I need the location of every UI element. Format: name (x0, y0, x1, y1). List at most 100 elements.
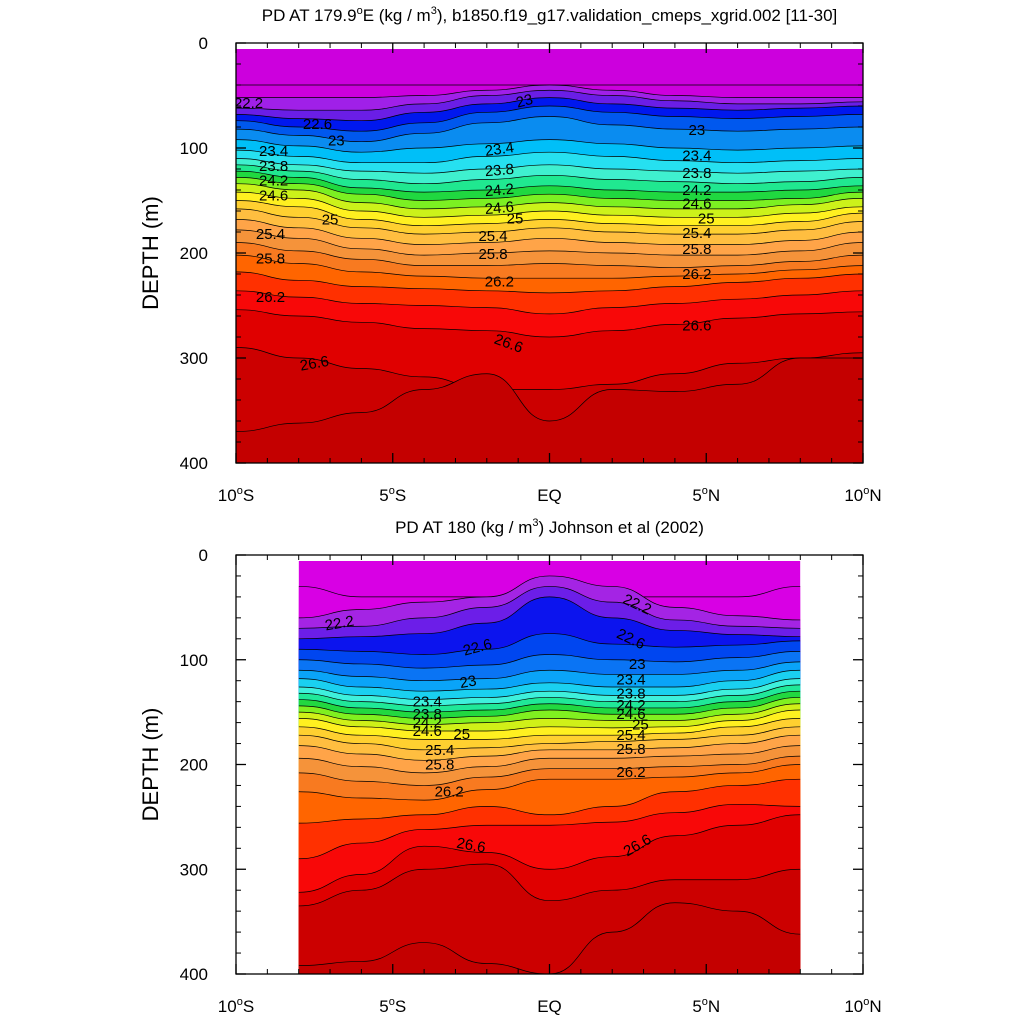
superscript-3: 3 (532, 517, 538, 529)
contour-label: 24.2 (259, 173, 288, 190)
title-part: PD AT 180 (kg / m (395, 518, 532, 537)
contour-label: 25.4 (682, 225, 711, 242)
contour-label: 25 (632, 717, 649, 734)
y-axis-label: DEPTH (m) (138, 196, 163, 310)
chart-title: PD AT 179.9oE (kg / m3), b1850.f19_g17.v… (262, 5, 838, 25)
contour-label: 24.2 (484, 181, 515, 200)
contour-line-22.3 (236, 89, 863, 111)
contour-line-23.1 (298, 661, 801, 682)
contour-label: 26.2 (682, 266, 711, 283)
contour-line-23.7 (236, 164, 863, 185)
contour-label: 26.2 (485, 273, 514, 290)
contour-line-24.3 (236, 183, 863, 210)
contour-label: 25.4 (616, 727, 645, 744)
contour-label: 25.4 (256, 226, 285, 243)
x-tick-label: 5oS (379, 485, 406, 505)
contour-line-23.9 (298, 690, 801, 713)
y-tick-label: 0 (199, 34, 208, 53)
degree-mark: o (237, 485, 243, 497)
contour-label: 25.4 (425, 742, 454, 759)
x-tick-hemisphere: S (243, 997, 254, 1016)
contour-label: 23.4 (484, 139, 515, 160)
contour-label: 24.6 (616, 706, 645, 723)
contour-line-22.7 (236, 105, 863, 132)
contour-line-22.3 (298, 586, 801, 629)
x-tick-label: 10oN (844, 485, 881, 505)
x-tick-hemisphere: S (243, 486, 254, 505)
contour-line-26.3 (298, 814, 801, 893)
x-tick-number: 5 (379, 486, 388, 505)
degree-mark: o (389, 485, 395, 497)
chart-title: PD AT 180 (kg / m3) Johnson et al (2002) (395, 517, 704, 537)
contour-label: 25.8 (616, 741, 645, 758)
degree-mark: o (702, 485, 708, 497)
contour-band-26.7 (236, 358, 863, 463)
contour-line-26.7 (236, 357, 863, 432)
contour-label: 22.2 (324, 613, 356, 635)
contour-label: 23.4 (616, 672, 645, 689)
y-tick-label: 300 (180, 860, 208, 879)
degree-mark: o (863, 996, 869, 1008)
title-part: ) Johnson et al (2002) (539, 518, 704, 537)
x-tick-hemisphere: N (869, 486, 881, 505)
contour-line-25.7 (236, 254, 863, 279)
contour-label: 25.8 (425, 757, 454, 774)
contour-label: 26.2 (616, 764, 645, 781)
contour-line-25.3 (236, 229, 863, 256)
x-tick-hemisphere: S (395, 486, 406, 505)
x-tick-label: 5oN (692, 485, 720, 505)
contour-line-23.9 (236, 170, 863, 193)
contour-label: 24.2 (682, 182, 711, 199)
degree-mark: o (357, 5, 363, 17)
contour-line-25.9 (236, 271, 863, 294)
contour-line-22.1 (298, 575, 801, 621)
x-tick-label: 10oS (218, 485, 254, 505)
panel-1: 22.222.623232323.423.824.224.62525.425.8… (138, 5, 882, 505)
contour-label: 24.6 (682, 196, 711, 213)
contour-line-22.5 (298, 596, 801, 640)
degree-mark: o (863, 485, 869, 497)
contour-label: 25 (507, 210, 524, 227)
contour-line-26.3 (236, 309, 863, 338)
x-tick-number: 10 (844, 997, 863, 1016)
contour-line-23.3 (236, 149, 863, 164)
contour-line-25.9 (298, 778, 801, 824)
contour-label: 22.6 (303, 116, 332, 133)
contour-label: 25 (322, 211, 339, 228)
contour-label: 26.6 (455, 835, 487, 857)
contour-line-24.7 (298, 718, 801, 740)
contour-label: 23 (514, 91, 535, 112)
contour-label: 22.6 (461, 636, 494, 660)
y-tick-label: 100 (180, 139, 208, 158)
contour-label: 25.8 (682, 241, 711, 258)
contour-line-24.9 (236, 208, 863, 235)
contour-line-24.1 (298, 697, 801, 719)
contour-band-26.7 (298, 902, 801, 974)
contour-label: 23 (629, 656, 646, 673)
contour-line-25.7 (298, 764, 801, 801)
contour-line-25.1 (236, 219, 863, 245)
contour-line-23.5 (298, 678, 801, 700)
x-tick-hemisphere: N (708, 486, 720, 505)
x-tick-label: 10oS (218, 996, 254, 1016)
contour-line-23.7 (298, 684, 801, 707)
x-tick-number: 10 (844, 486, 863, 505)
contour-label: 23.8 (484, 161, 515, 180)
contour-line-24.9 (298, 726, 801, 751)
y-tick-label: 200 (180, 756, 208, 775)
x-tick-number: EQ (537, 997, 562, 1016)
contour-label: 22.2 (234, 95, 263, 112)
contour-line-26.5 (298, 863, 801, 907)
y-tick-label: 100 (180, 651, 208, 670)
contour-line-22.9 (236, 116, 863, 143)
contour-label: 23 (689, 122, 706, 139)
title-part: PD AT 179.9 (262, 6, 357, 25)
contour-line-24.5 (236, 191, 863, 218)
x-tick-label: EQ (537, 486, 562, 505)
contour-label: 24.2 (616, 697, 645, 714)
contour-label: 25 (698, 210, 715, 227)
contour-label: 26.2 (435, 784, 464, 801)
contour-label: 23 (458, 672, 477, 692)
contour-line-23.5 (236, 158, 863, 174)
